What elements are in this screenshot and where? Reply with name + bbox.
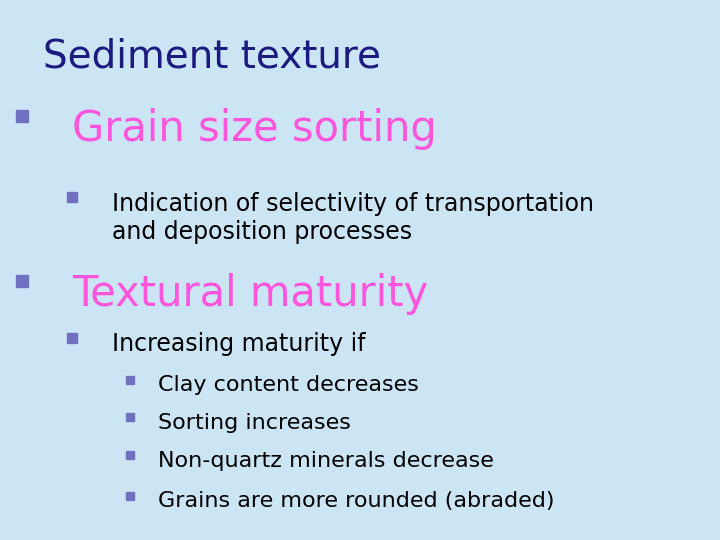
Text: Indication of selectivity of transportation
and deposition processes: Indication of selectivity of transportat…: [112, 192, 593, 244]
Text: Grains are more rounded (abraded): Grains are more rounded (abraded): [158, 491, 555, 511]
Text: Increasing maturity if: Increasing maturity if: [112, 332, 365, 356]
Text: Sediment texture: Sediment texture: [43, 38, 381, 76]
Text: Clay content decreases: Clay content decreases: [158, 375, 419, 395]
Text: Grain size sorting: Grain size sorting: [72, 108, 437, 150]
Text: Non-quartz minerals decrease: Non-quartz minerals decrease: [158, 451, 494, 471]
Text: Textural maturity: Textural maturity: [72, 273, 428, 315]
Text: Sorting increases: Sorting increases: [158, 413, 351, 433]
